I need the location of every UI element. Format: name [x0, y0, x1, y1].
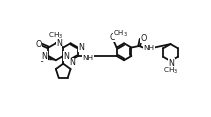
- Text: N: N: [78, 43, 84, 52]
- Text: N: N: [42, 51, 47, 60]
- Text: O: O: [35, 40, 42, 49]
- Text: N: N: [56, 39, 62, 48]
- Text: CH$_3$: CH$_3$: [48, 31, 64, 41]
- Text: CH$_3$: CH$_3$: [163, 66, 178, 76]
- Text: N: N: [168, 59, 174, 68]
- Text: O: O: [141, 34, 147, 43]
- Text: NH: NH: [144, 45, 155, 51]
- Text: O: O: [110, 33, 116, 42]
- Text: N: N: [69, 58, 75, 67]
- Text: NH: NH: [83, 55, 93, 61]
- Text: N: N: [63, 51, 69, 60]
- Text: CH$_3$: CH$_3$: [113, 29, 128, 39]
